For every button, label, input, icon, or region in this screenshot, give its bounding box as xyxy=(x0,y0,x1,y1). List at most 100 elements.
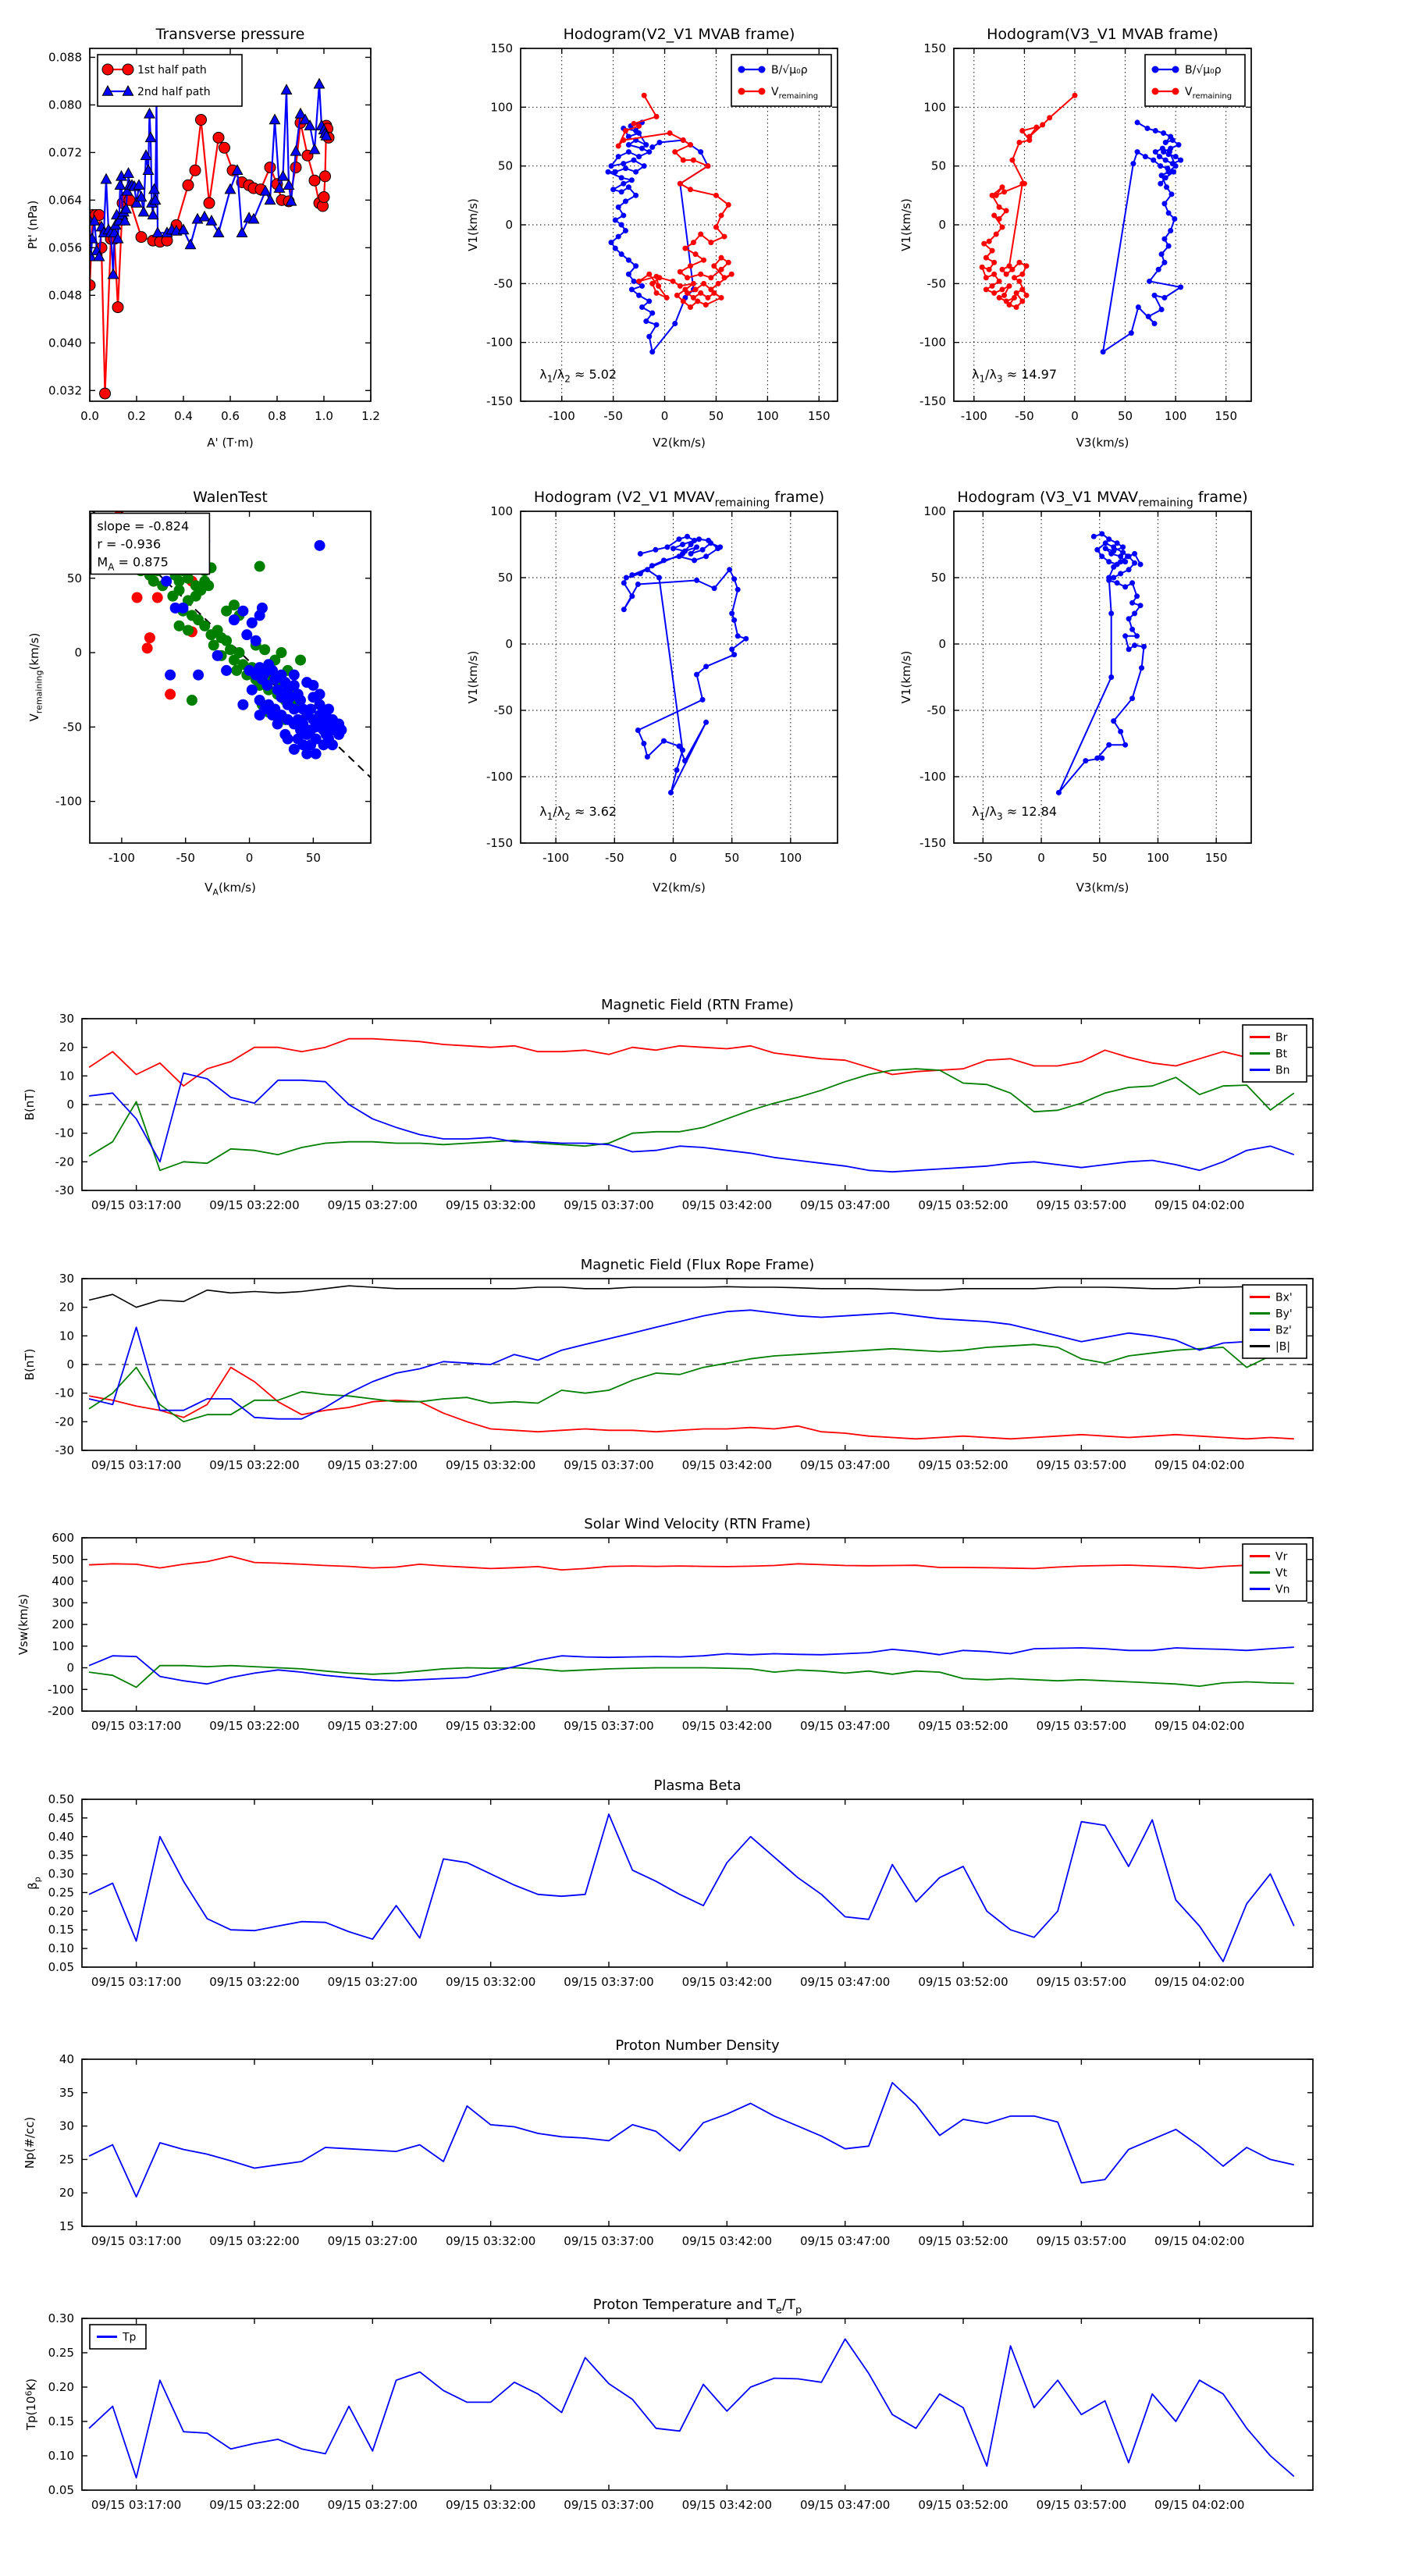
marker-dot xyxy=(618,251,624,258)
marker-dot xyxy=(690,280,696,286)
marker-triangle xyxy=(149,194,162,205)
marker-dot xyxy=(981,240,987,247)
marker-dot xyxy=(1158,163,1164,169)
marker-dot xyxy=(656,575,662,581)
series-layer xyxy=(88,1813,1295,1962)
marker-dot xyxy=(173,575,185,587)
y-tick-label: -20 xyxy=(55,1414,75,1429)
marker-dot xyxy=(1137,603,1144,609)
y-tick-label: 0.25 xyxy=(48,1885,74,1899)
marker-triangle xyxy=(123,167,134,178)
legend-label: Br xyxy=(1275,1032,1288,1044)
marker-dot xyxy=(1126,616,1132,622)
marker-dot xyxy=(643,318,649,325)
marker-triangle xyxy=(283,179,295,190)
y-tick-label: -10 xyxy=(55,1386,75,1400)
legend-label: Vremaining xyxy=(1185,86,1232,101)
marker-dot xyxy=(1122,584,1129,590)
marker-dot xyxy=(688,187,693,193)
marker-dot xyxy=(1099,553,1105,560)
marker-dot xyxy=(625,142,631,148)
marker-dot xyxy=(708,286,714,293)
series-layer xyxy=(621,533,749,795)
annotation: λ1/λ3 ≈ 12.84 xyxy=(972,804,1057,822)
legend-label: Bx' xyxy=(1275,1292,1293,1304)
y-tick-label: 0.45 xyxy=(48,1811,74,1825)
marker-dot xyxy=(621,137,627,144)
marker-dot xyxy=(326,713,338,725)
y-tick-label: -10 xyxy=(55,1126,75,1140)
marker-dot xyxy=(664,544,670,550)
marker-dot xyxy=(326,739,338,751)
marker-circle xyxy=(189,164,201,176)
marker-dot xyxy=(1114,540,1120,546)
y-tick-label: 15 xyxy=(59,2219,74,2233)
y-tick-label: 0 xyxy=(938,637,946,651)
marker-dot xyxy=(688,304,693,310)
panel-title: Transverse pressure xyxy=(155,26,305,43)
marker-dot xyxy=(323,703,334,715)
legend-label: B/√μ₀ρ xyxy=(771,64,808,76)
marker-dot xyxy=(1047,115,1053,121)
y-axis-label: Vsw(km/s) xyxy=(16,1594,30,1655)
marker-dot xyxy=(1152,149,1158,155)
marker-dot xyxy=(1141,643,1147,649)
legend-label: Bn xyxy=(1275,1065,1289,1077)
marker-dot xyxy=(1072,92,1078,98)
marker-triangle xyxy=(119,214,131,226)
marker-dot xyxy=(688,550,694,557)
marker-triangle xyxy=(90,232,98,244)
y-axis-label: V1(km/s) xyxy=(466,198,480,251)
y-tick-label: 30 xyxy=(59,2119,74,2133)
y-tick-label: 100 xyxy=(490,100,513,114)
marker-dot xyxy=(641,741,647,746)
series-layer xyxy=(1055,531,1147,795)
plot-frame xyxy=(953,511,1252,844)
marker-triangle xyxy=(308,143,321,155)
marker-triangle xyxy=(273,182,286,193)
marker-dot xyxy=(625,271,631,277)
marker-dot xyxy=(288,669,300,681)
x-tick-label: 09/15 03:27:00 xyxy=(328,1198,418,1212)
marker-dot xyxy=(1019,298,1026,304)
marker-triangle xyxy=(247,212,260,224)
marker-dot xyxy=(1019,180,1026,187)
marker-dot xyxy=(1122,559,1129,565)
marker-triangle xyxy=(259,184,272,196)
marker-dot xyxy=(1006,263,1012,269)
panel-transverse-pressure: 0.0 0.2 0.4 0.6 0.8 1.0 1.2 0.032 0.040 0.048 0.05… xyxy=(26,26,380,450)
panel-title: Proton Number Density xyxy=(615,2037,780,2054)
x-tick-label: 09/15 03:47:00 xyxy=(800,2234,890,2248)
marker-dot xyxy=(1165,210,1172,216)
series-markers-v-remaining xyxy=(615,92,735,310)
marker-dot xyxy=(1099,755,1105,761)
marker-circle xyxy=(90,279,96,291)
marker-dot xyxy=(1135,304,1141,310)
y-tick-label: 0 xyxy=(938,218,946,232)
y-axis-label: Pt' (nPa) xyxy=(26,201,40,250)
x-tick-label: 09/15 03:32:00 xyxy=(446,1719,535,1733)
marker-dot xyxy=(676,743,682,749)
marker-dot xyxy=(621,180,627,187)
marker-dot xyxy=(183,624,194,636)
marker-dot xyxy=(725,259,731,265)
marker-triangle xyxy=(120,202,132,214)
legend-label: 2nd half path xyxy=(137,86,211,98)
y-tick-label: 10 xyxy=(59,1069,74,1083)
marker-dot xyxy=(694,671,700,678)
marker-dot xyxy=(729,610,735,617)
series-line-bz- xyxy=(88,1309,1295,1420)
x-tick-label: -50 xyxy=(605,851,624,865)
marker-dot xyxy=(276,647,287,659)
x-tick-label: 09/15 03:27:00 xyxy=(328,1458,418,1472)
y-tick-label: 100 xyxy=(52,1639,74,1653)
y-tick-label: 30 xyxy=(59,1012,74,1026)
marker-dot xyxy=(999,224,1005,230)
x-tick-label: -100 xyxy=(961,409,987,423)
marker-dot xyxy=(677,180,683,187)
marker-dot xyxy=(1144,125,1151,131)
marker-dot xyxy=(643,142,649,148)
marker-dot xyxy=(644,754,650,760)
marker-triangle xyxy=(224,183,237,194)
